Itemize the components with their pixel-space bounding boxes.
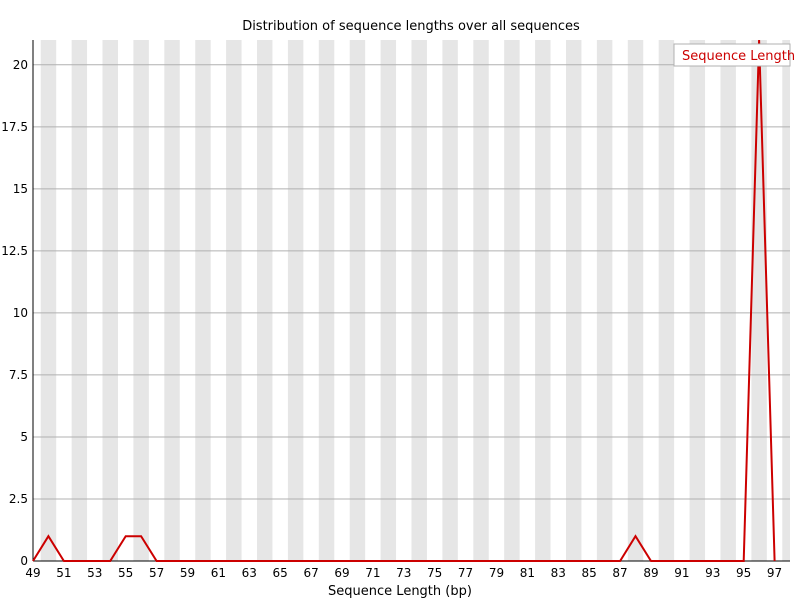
bg-stripe <box>102 40 118 561</box>
x-tick-label: 49 <box>25 566 40 580</box>
x-tick-label: 63 <box>242 566 257 580</box>
x-tick-label: 57 <box>149 566 164 580</box>
bg-stripe <box>287 40 304 561</box>
y-tick-label: 15 <box>13 182 28 196</box>
x-tick-label: 59 <box>180 566 195 580</box>
x-tick-label: 91 <box>674 566 689 580</box>
bg-stripe <box>411 40 427 561</box>
bg-stripe <box>40 40 57 561</box>
x-tick-label: 53 <box>87 566 102 580</box>
bg-stripe <box>164 40 180 561</box>
legend-label-sequence-length: Sequence Length <box>682 49 795 64</box>
x-tick-label: 81 <box>520 566 535 580</box>
bg-stripe <box>596 40 613 561</box>
legend-box <box>673 43 791 67</box>
bg-stripe <box>782 40 790 561</box>
bg-stripe <box>473 40 489 561</box>
bg-stripe <box>349 40 366 561</box>
x-tick-label: 77 <box>458 566 473 580</box>
bg-stripe <box>257 40 273 561</box>
x-tick-label: 71 <box>365 566 380 580</box>
y-axis-ticks: 0 2.5 5 7.5 10 12.5 15 17.5 20 <box>1 58 28 568</box>
bg-stripe <box>504 40 520 561</box>
bg-stripe <box>627 40 644 561</box>
bg-stripe <box>442 40 458 561</box>
bg-stripe <box>380 40 397 561</box>
x-axis-ticks: 49 51 53 55 57 59 61 63 65 67 69 71 73 75 77 79 81 83 85 87… <box>25 566 782 580</box>
x-tick-label: 51 <box>56 566 71 580</box>
series-layer <box>32 39 776 562</box>
bg-stripe <box>689 40 706 561</box>
y-tick-label: 17.5 <box>1 120 28 134</box>
series-line-sequence-length <box>32 39 776 562</box>
bg-stripe <box>133 40 149 561</box>
y-tick-label: 7.5 <box>9 368 28 382</box>
y-tick-label: 12.5 <box>1 244 28 258</box>
bg-stripe <box>658 40 675 561</box>
x-tick-label: 93 <box>705 566 720 580</box>
x-tick-label: 69 <box>334 566 349 580</box>
gridlines <box>33 64 790 500</box>
bg-stripe <box>565 40 582 561</box>
bg-stripe <box>751 40 767 561</box>
x-tick-label: 85 <box>582 566 597 580</box>
x-tick-label: 75 <box>427 566 442 580</box>
x-tick-label: 73 <box>396 566 411 580</box>
bg-stripe <box>195 40 211 561</box>
x-tick-label: 67 <box>303 566 318 580</box>
x-tick-label: 95 <box>736 566 751 580</box>
y-tick-label: 10 <box>13 306 28 320</box>
x-tick-label: 89 <box>643 566 658 580</box>
bg-stripe <box>535 40 551 561</box>
x-tick-label: 65 <box>273 566 288 580</box>
x-tick-label: 79 <box>489 566 504 580</box>
y-tick-label: 2.5 <box>9 492 28 506</box>
legend: Sequence Length <box>673 43 795 67</box>
bg-stripe <box>71 40 88 561</box>
y-tick-label: 0 <box>20 554 28 568</box>
chart-title: Distribution of sequence lengths over al… <box>242 19 580 34</box>
bg-stripe <box>226 40 242 561</box>
y-tick-label: 5 <box>20 430 28 444</box>
x-tick-label: 97 <box>767 566 782 580</box>
x-tick-label: 87 <box>612 566 627 580</box>
x-tick-label: 61 <box>211 566 226 580</box>
x-tick-label: 83 <box>551 566 566 580</box>
x-tick-label: 55 <box>118 566 133 580</box>
y-tick-label: 20 <box>13 58 28 72</box>
background-stripes <box>40 40 790 561</box>
bg-stripe <box>318 40 335 561</box>
bg-stripe <box>720 40 736 561</box>
x-axis-label: Sequence Length (bp) <box>328 584 472 599</box>
